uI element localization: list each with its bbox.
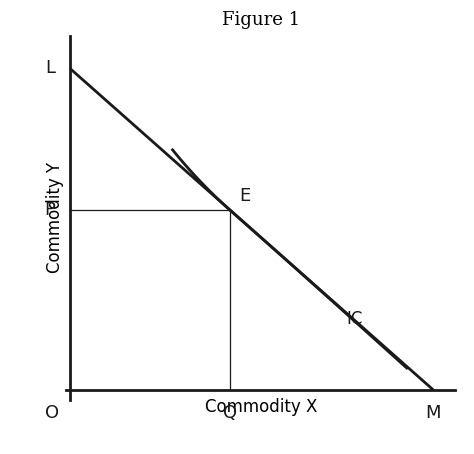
Text: P: P xyxy=(45,201,55,219)
Text: E: E xyxy=(239,187,250,205)
Title: Figure 1: Figure 1 xyxy=(222,11,300,29)
Text: L: L xyxy=(46,59,55,78)
Text: O: O xyxy=(45,405,59,422)
Y-axis label: Commodity Y: Commodity Y xyxy=(46,163,64,273)
X-axis label: Commodity X: Commodity X xyxy=(204,398,317,416)
Text: Q: Q xyxy=(223,405,237,422)
Text: M: M xyxy=(426,405,441,422)
Text: IC: IC xyxy=(346,310,363,328)
